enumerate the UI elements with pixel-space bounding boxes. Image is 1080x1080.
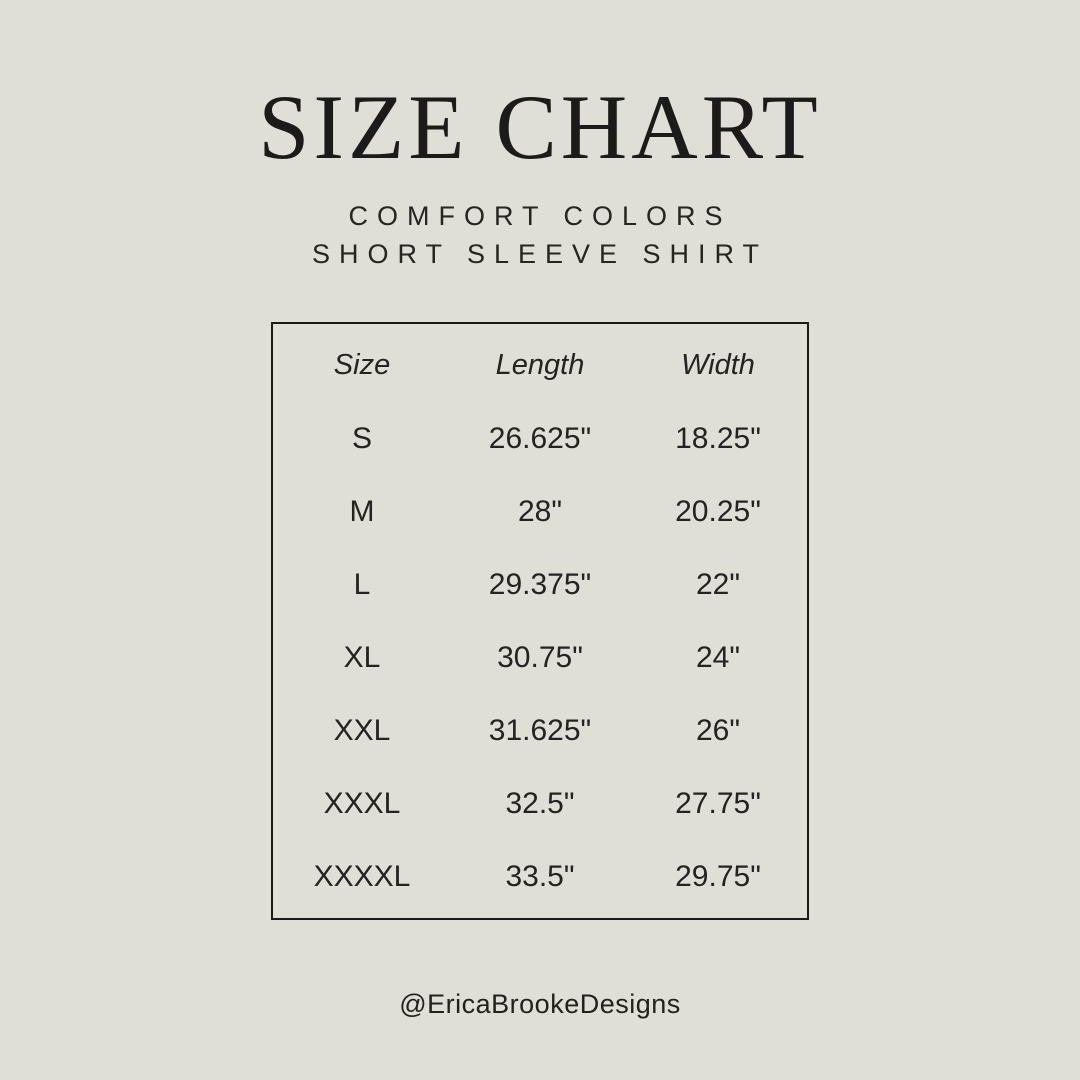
size-cell: XL	[343, 640, 381, 674]
width-cell: 29.75"	[675, 859, 761, 893]
column-header-width: Width	[681, 349, 755, 381]
subtitle-line-1: COMFORT COLORS	[348, 201, 732, 231]
size-cell: M	[349, 494, 375, 528]
subtitle-line-2: SHORT SLEEVE SHIRT	[311, 239, 769, 269]
width-cell: 26"	[695, 713, 741, 747]
subtitle: COMFORT COLORS SHORT SLEEVE SHIRT	[0, 197, 1080, 273]
page-title: SIZE CHART	[258, 76, 822, 178]
width-cell: 20.25"	[675, 494, 761, 528]
column-header-length: Length	[495, 349, 585, 381]
table-row: M 28" 20.25"	[273, 475, 807, 548]
length-cell: 30.75"	[497, 640, 583, 674]
column-header-size: Size	[333, 349, 391, 381]
size-table: Size Length Width S 26.625" 18.25" M 28" 20.2…	[271, 322, 809, 920]
width-cell: 24"	[695, 640, 741, 674]
table-row: L 29.375" 22"	[273, 548, 807, 621]
table-row: XL 30.75" 24"	[273, 621, 807, 694]
table-row: S 26.625" 18.25"	[273, 402, 807, 475]
length-cell: 31.625"	[488, 713, 592, 747]
width-cell: 22"	[695, 567, 741, 601]
length-cell: 26.625"	[488, 421, 592, 455]
size-cell: XXXL	[323, 786, 401, 820]
size-cell: S	[351, 421, 372, 455]
size-cell: XXXXL	[313, 859, 411, 893]
table-row: XXL 31.625" 26"	[273, 694, 807, 767]
table-header-row: Size Length Width	[273, 329, 807, 402]
size-cell: XXL	[333, 713, 391, 747]
table-row: XXXXL 33.5" 29.75"	[273, 840, 807, 913]
size-cell: L	[353, 567, 371, 601]
length-cell: 29.375"	[488, 567, 592, 601]
table-row: XXXL 32.5" 27.75"	[273, 767, 807, 840]
length-cell: 33.5"	[505, 859, 575, 893]
length-cell: 32.5"	[505, 786, 575, 820]
table-body: S 26.625" 18.25" M 28" 20.25" L 29.375" 22" XL 30.…	[273, 402, 807, 913]
width-cell: 27.75"	[675, 786, 761, 820]
credit-handle: @EricaBrookeDesigns	[399, 989, 681, 1019]
length-cell: 28"	[517, 494, 563, 528]
width-cell: 18.25"	[675, 421, 761, 455]
